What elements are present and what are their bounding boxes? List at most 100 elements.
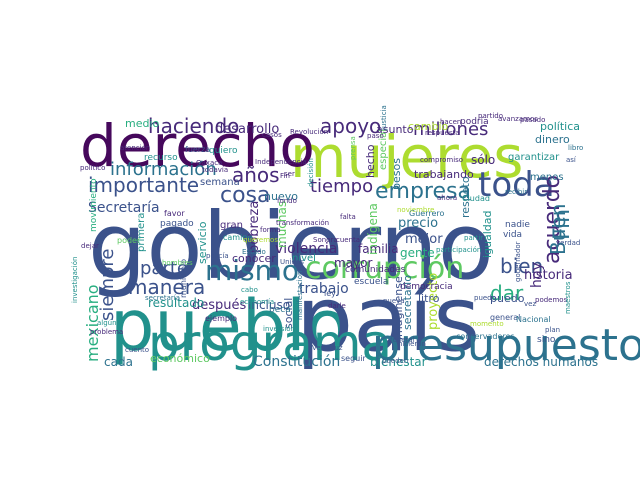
word-145: momento — [470, 320, 504, 328]
word-55: hecho — [364, 144, 377, 178]
word-123: gobernador — [514, 241, 522, 282]
word-46: resultado — [148, 296, 204, 310]
word-73: menos — [530, 172, 564, 183]
word-116: casos — [262, 131, 282, 139]
word-10: toda — [478, 165, 555, 205]
word-126: problema — [90, 328, 123, 336]
word-149: prensa — [349, 136, 357, 160]
word-67: puedo — [490, 292, 525, 305]
word-138: policía — [206, 252, 229, 260]
word-148: maestros — [564, 281, 572, 314]
word-33: política — [540, 120, 580, 133]
word-26: hoy — [529, 262, 545, 288]
word-134: político — [80, 164, 105, 172]
word-113: ahora — [437, 194, 457, 202]
word-95: ejemplo — [205, 314, 237, 323]
word-107: Estado — [242, 248, 266, 256]
word-137: hombres — [162, 259, 193, 267]
word-81: favor — [164, 209, 185, 218]
word-153: ser — [284, 170, 295, 178]
word-111: Guerrero — [409, 209, 444, 218]
word-28: siempre — [97, 249, 118, 322]
word-34: dinero — [535, 133, 570, 146]
word-156: partir — [464, 234, 483, 242]
word-72: asunto — [376, 123, 414, 136]
word-23: manera — [128, 275, 205, 299]
word-52: indígena — [366, 203, 380, 255]
word-70: especial — [378, 129, 389, 170]
word-128: dejar — [81, 242, 99, 250]
word-133: atención — [120, 144, 150, 152]
word-41: bienestar — [370, 355, 427, 369]
word-86: escuela — [354, 277, 388, 287]
word-120: hicieron — [398, 340, 426, 348]
word-18: acuerdo — [540, 175, 565, 264]
word-112: noviembre — [397, 206, 434, 214]
word-3: país — [296, 267, 480, 372]
word-151: inversión — [263, 325, 295, 333]
word-4: mujeres — [290, 123, 524, 191]
word-24: parte — [140, 258, 188, 279]
word-14: haciendo — [148, 114, 239, 138]
word-12: importante — [88, 173, 199, 197]
word-131: darle — [328, 302, 346, 310]
word-102: justicia — [380, 105, 388, 131]
word-143: plan — [545, 326, 560, 334]
word-30: Secretaría — [88, 200, 160, 216]
word-146: verdad — [556, 239, 580, 247]
word-88: sino — [537, 335, 556, 345]
word-38: trabajo — [299, 281, 349, 297]
word-104: nivel — [292, 253, 316, 264]
word-92: Nacional — [516, 315, 551, 324]
word-121: participación — [436, 246, 481, 254]
word-161: secretaría — [145, 294, 180, 302]
word-100: libro — [568, 144, 583, 152]
word-119: Unidos — [280, 258, 304, 266]
word-62: mayor — [334, 256, 372, 270]
word-115: forma — [260, 226, 281, 234]
word-45: incluso — [248, 298, 290, 312]
word-106: beca — [269, 305, 291, 315]
word-76: fuerza — [185, 145, 210, 154]
word-132: hacen — [440, 118, 461, 126]
word-63: social — [282, 298, 295, 329]
word-21: años — [232, 163, 280, 187]
word-127: investigación — [71, 257, 79, 303]
word-61: muchas — [275, 201, 289, 248]
word-59: medio — [125, 117, 160, 130]
word-15: millones — [413, 119, 488, 140]
word-11: empresa — [375, 179, 471, 204]
word-114: fondo — [277, 197, 297, 205]
word-31: desarrollo — [215, 122, 279, 137]
word-79: pagado — [160, 219, 194, 229]
word-29: mexicano — [83, 284, 102, 362]
word-2: pueblo — [110, 285, 349, 367]
word-66: litro — [418, 292, 440, 305]
word-6: programa — [148, 314, 392, 372]
word-159: avanzamos — [498, 115, 538, 123]
word-51: gente — [400, 246, 435, 260]
word-50: mejor — [405, 232, 443, 247]
word-144: federal — [390, 336, 415, 344]
word-58: pobreza — [247, 201, 262, 253]
word-1: gobierno — [88, 193, 494, 300]
word-48: proyecto — [426, 273, 441, 330]
word-135: Oaxaca — [196, 159, 222, 167]
word-9: mismo — [205, 254, 299, 287]
word-5: derecho — [80, 112, 315, 180]
word-84: ley — [324, 289, 336, 298]
word-163: Fin — [280, 172, 290, 180]
word-8: corrupción — [305, 251, 464, 286]
word-57: conocer — [232, 252, 276, 265]
word-47: historia — [524, 268, 573, 283]
word-160: respuesta — [425, 129, 460, 137]
word-13: información — [110, 159, 217, 180]
word-78: primera — [136, 213, 147, 252]
word-105: camino — [223, 233, 252, 242]
word-109: Ciudad — [462, 194, 490, 203]
word-129: algún — [97, 319, 117, 327]
word-82: movimiento — [89, 178, 99, 232]
word-32: cambio — [408, 120, 449, 133]
word-54: sólo — [471, 153, 495, 167]
